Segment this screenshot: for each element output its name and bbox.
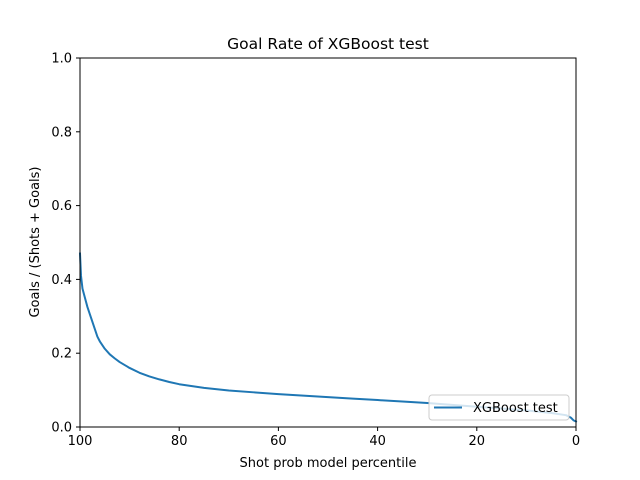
x-tick-label: 60 bbox=[270, 434, 287, 449]
y-axis-title: Goals / (Shots + Goals) bbox=[28, 166, 43, 317]
plot-frame bbox=[79, 57, 577, 428]
chart-title: Goal Rate of XGBoost test bbox=[227, 35, 429, 53]
x-tick-label: 40 bbox=[369, 434, 386, 449]
axis-ticks: 100 80 60 40 20 0 0.0 0.2 0.4 0.6 0.8 1.0 bbox=[51, 52, 580, 450]
y-tick-label: 0.6 bbox=[51, 199, 72, 214]
legend-box bbox=[428, 394, 570, 421]
y-tick-label: 1.0 bbox=[51, 52, 72, 67]
x-axis-title: Shot prob model percentile bbox=[240, 456, 417, 471]
x-tick-label: 0 bbox=[572, 434, 580, 449]
legend-label-xgboost-test: XGBoost test bbox=[473, 401, 558, 416]
x-tick-label: 100 bbox=[68, 434, 93, 449]
legend: XGBoost test bbox=[428, 394, 570, 421]
x-tick-label: 80 bbox=[171, 434, 188, 449]
y-tick-label: 0.4 bbox=[51, 273, 72, 288]
x-tick-label: 20 bbox=[469, 434, 486, 449]
y-tick-label: 0.2 bbox=[51, 347, 72, 362]
y-tick-label: 0.8 bbox=[51, 125, 72, 140]
y-tick-label: 0.0 bbox=[51, 421, 72, 436]
